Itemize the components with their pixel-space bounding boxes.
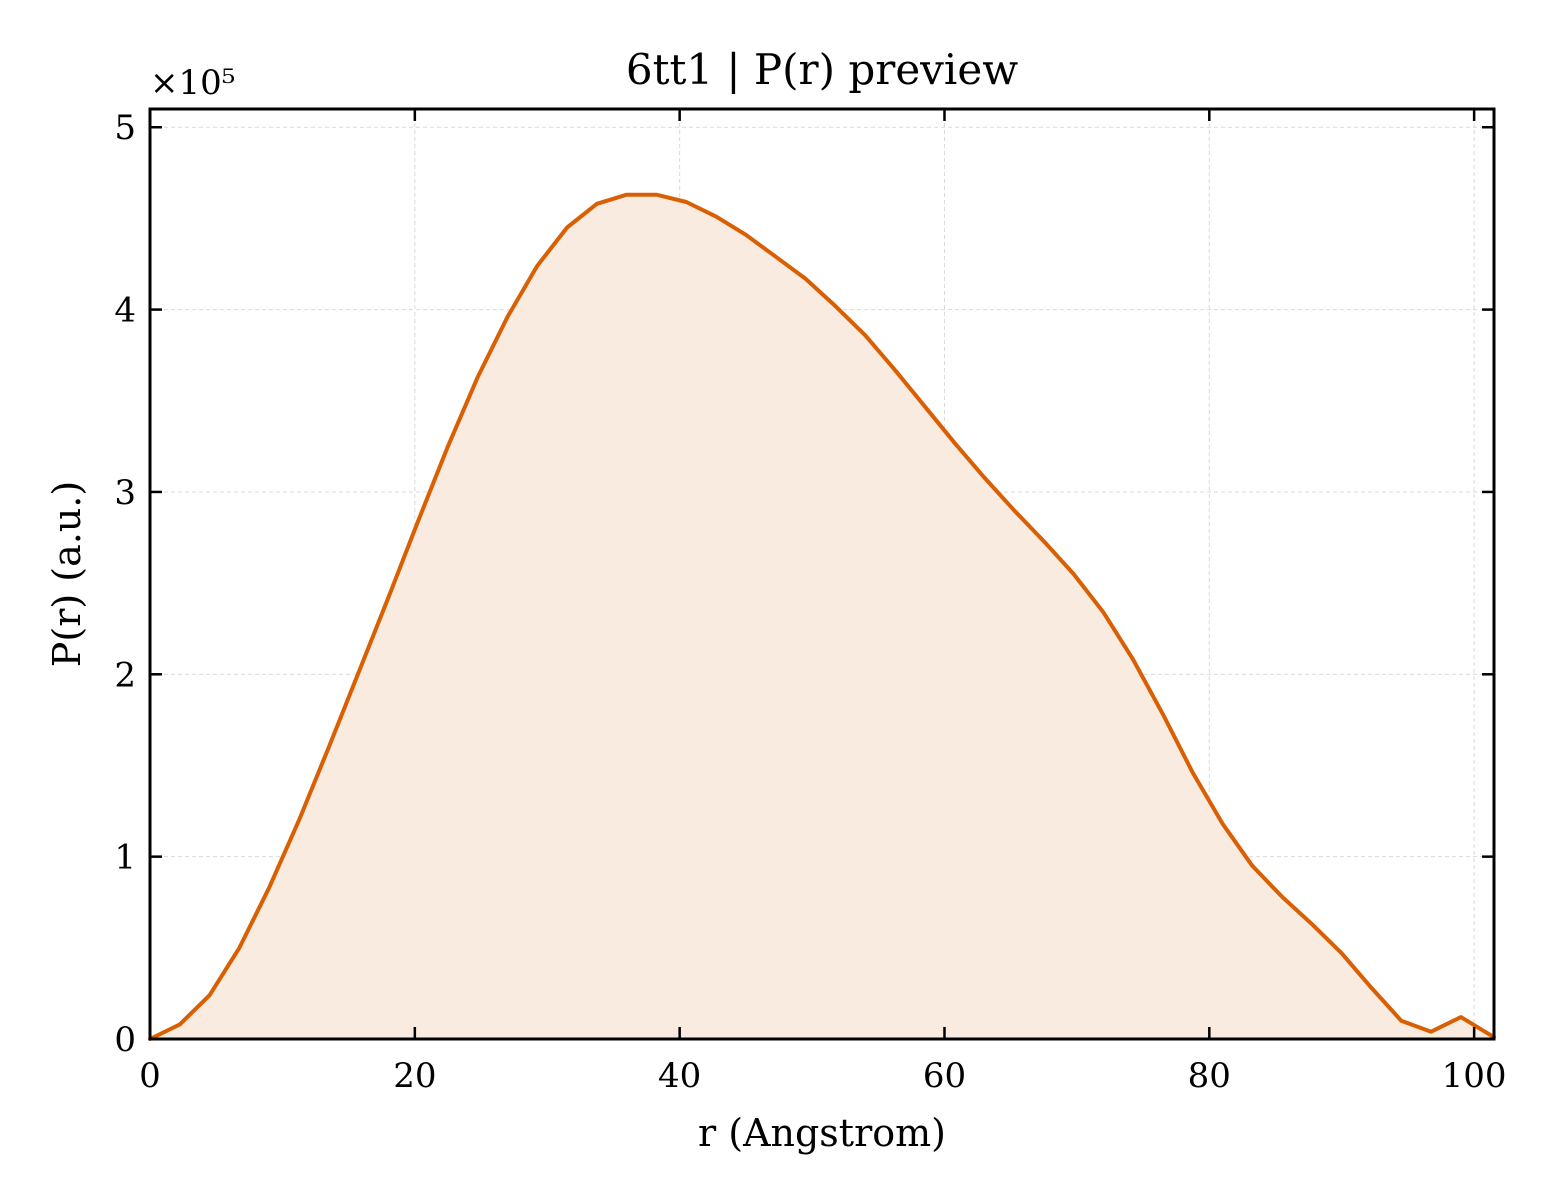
chart-title: 6tt1 | P(r) preview bbox=[626, 45, 1018, 94]
x-tick-label: 40 bbox=[658, 1056, 701, 1096]
x-tick-label: 100 bbox=[1442, 1056, 1507, 1096]
plot-frame bbox=[148, 107, 1496, 1041]
x-tick-label: 60 bbox=[923, 1056, 966, 1096]
y-tick-label: 1 bbox=[114, 838, 136, 878]
x-tick-label: 0 bbox=[139, 1056, 161, 1096]
y-tick-label: 0 bbox=[114, 1020, 136, 1060]
y-axis-multiplier: ×10⁵ bbox=[150, 63, 235, 103]
y-axis-ticks: 0 1 2 3 4 5 bbox=[114, 108, 1494, 1060]
y-tick-label: 4 bbox=[114, 291, 136, 331]
x-tick-label: 80 bbox=[1188, 1056, 1231, 1096]
y-tick-label: 2 bbox=[114, 655, 136, 695]
x-axis-label: r (Angstrom) bbox=[698, 1111, 946, 1155]
y-tick-label: 5 bbox=[114, 108, 136, 148]
pr-area-fill bbox=[150, 194, 1494, 1039]
pr-series-line bbox=[148, 192, 1496, 1041]
x-tick-label: 20 bbox=[393, 1056, 436, 1096]
y-axis-label: P(r) (a.u.) bbox=[45, 481, 89, 667]
y-tick-label: 3 bbox=[114, 473, 136, 513]
x-axis-ticks: 0 20 40 60 80 100 bbox=[139, 109, 1507, 1096]
